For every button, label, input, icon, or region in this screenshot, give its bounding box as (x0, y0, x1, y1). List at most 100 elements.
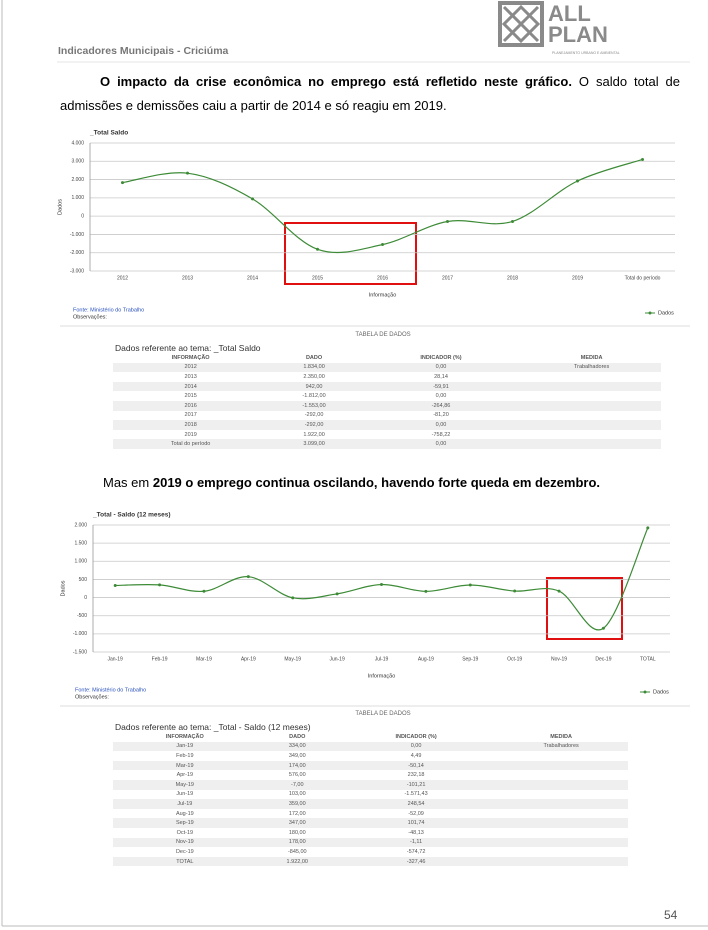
table-cell: 101,74 (337, 818, 495, 828)
header-title: Indicadores Municipais - Criciúma (58, 45, 229, 57)
legend-label: Dados (658, 310, 674, 316)
table-cell: -292,00 (304, 412, 324, 419)
y-axis-label: Dados (60, 580, 66, 596)
data-point (511, 219, 514, 223)
y-tick-label: 0 (84, 595, 87, 601)
table-cell (494, 818, 628, 828)
data-point (576, 179, 579, 183)
table-cell: 232,18 (407, 772, 425, 779)
table-cell: 1.922,00 (303, 431, 325, 438)
y-tick-label: 1.500 (74, 540, 87, 546)
logo-text: ALL (548, 1, 591, 26)
table-cell: 0,00 (337, 741, 495, 752)
table-cell: 2017 (184, 412, 197, 419)
table-cell: 4,49 (410, 752, 422, 759)
table-cell: -264,86 (359, 400, 523, 411)
table-row: Dec-19 -845,00 -574,72 (113, 847, 628, 857)
y-tick-label: -500 (77, 613, 87, 619)
table-block: TABELA DE DADOS Dados referente ao tema: … (113, 332, 661, 449)
x-tick-label: Jan-19 (108, 656, 124, 662)
data-point (113, 583, 117, 587)
table-row: 2018 -292,00 0,00 (113, 420, 661, 430)
data-table: INFORMAÇÃO DADO INDICADOR (%) MEDIDA Jan-19 3… (113, 732, 628, 867)
x-tick-label: 2018 (507, 275, 518, 281)
table-header-row: INFORMAÇÃO DADO INDICADOR (%) MEDIDA (113, 353, 661, 363)
table-row: 2012 1.834,00 0,00 Trabalhadores (113, 362, 661, 373)
table-cell: 0,00 (435, 393, 447, 400)
table-cell: Aug-19 (175, 810, 194, 817)
x-tick-label: Feb-19 (152, 656, 168, 662)
table-cell: -1.553,00 (268, 400, 360, 411)
table-cell: -758,22 (431, 431, 451, 438)
table-cell: -81,20 (433, 412, 449, 419)
data-table: INFORMAÇÃO DADO INDICADOR (%) MEDIDA 2012 1.8… (113, 353, 661, 449)
x-tick-label: 2013 (182, 275, 193, 281)
table-cell: Total do período (113, 439, 269, 449)
table-cell: 2.350,00 (303, 373, 325, 380)
data-point (446, 219, 449, 223)
column-header: DADO (289, 733, 306, 740)
table-cell (522, 391, 661, 401)
table-cell: Feb-19 (176, 752, 194, 759)
data-point (468, 583, 472, 587)
table-cell: -52,09 (408, 810, 424, 817)
table-cell: 28,14 (434, 373, 448, 380)
table-block: TABELA DE DADOS Dados referente ao tema: … (113, 711, 628, 867)
data-point (121, 181, 124, 185)
table-cell: 576,00 (288, 772, 306, 779)
table-cell: -327,46 (337, 856, 495, 867)
chart-title: _Total Saldo (89, 130, 128, 137)
table-cell: May-19 (113, 779, 257, 790)
data-point (316, 247, 319, 251)
table-cell: Jul-19 (113, 799, 257, 809)
table-cell: 347,00 (256, 818, 338, 828)
y-tick-label: 3.000 (71, 159, 84, 165)
series-line (122, 158, 643, 254)
table-cell: Apr-19 (176, 772, 194, 779)
table-cell: Jan-19 (113, 741, 257, 752)
table-cell: -7,00 (256, 779, 338, 790)
table-cell (522, 372, 661, 382)
table-row: 2016 -1.553,00 -264,86 (113, 400, 661, 411)
y-tick-label: -1.000 (70, 232, 84, 238)
y-tick-label: 1.000 (74, 559, 87, 565)
table-cell: -101,21 (337, 779, 495, 790)
data-point (202, 589, 206, 593)
x-axis-label: Informação (368, 673, 396, 679)
data-point (381, 243, 384, 247)
table-cell: 2019 (184, 431, 197, 438)
table-cell: 2016 (113, 400, 269, 411)
table-cell: 359,00 (256, 799, 338, 809)
table-cell (494, 760, 628, 771)
table-cell (494, 799, 628, 809)
table-cell (494, 770, 628, 780)
logo-subtitle: PLANEJAMENTO URBANO E AMBIENTAL (552, 51, 620, 55)
data-point (246, 575, 250, 579)
column-header: DADO (305, 354, 323, 361)
x-tick-label: 2019 (572, 275, 583, 281)
table-header-row: INFORMAÇÃO DADO INDICADOR (%) MEDIDA (113, 732, 628, 742)
table-row: Total do período 3.099,00 0,00 (113, 439, 661, 449)
x-tick-label: Aug-19 (418, 656, 434, 662)
table-cell: 0,00 (359, 439, 523, 449)
table-cell: 0,00 (359, 420, 523, 430)
x-tick-label: 2012 (117, 275, 128, 281)
table-cell: 2015 (184, 393, 197, 400)
y-tick-label: -1.500 (73, 649, 87, 655)
y-tick-label: -1.000 (73, 631, 87, 637)
table-cell (494, 790, 628, 800)
table-cell: Trabalhadores (522, 362, 661, 373)
table-row: Jun-19 103,00 -1.571,43 (113, 790, 628, 800)
table-row: Jan-19 334,00 0,00 Trabalhadores (113, 741, 628, 752)
y-tick-label: 4.000 (71, 140, 84, 146)
table-cell: 3.099,00 (268, 439, 360, 449)
table-cell: 248,54 (337, 799, 495, 809)
table-cell (522, 400, 661, 411)
y-tick-label: 500 (79, 577, 88, 583)
table-row: Apr-19 576,00 232,18 (113, 770, 628, 780)
table-cell: 334,00 (256, 741, 338, 752)
legend-label: Dados (653, 689, 669, 695)
source: Fonte: Ministério do Trabalho (75, 687, 146, 693)
